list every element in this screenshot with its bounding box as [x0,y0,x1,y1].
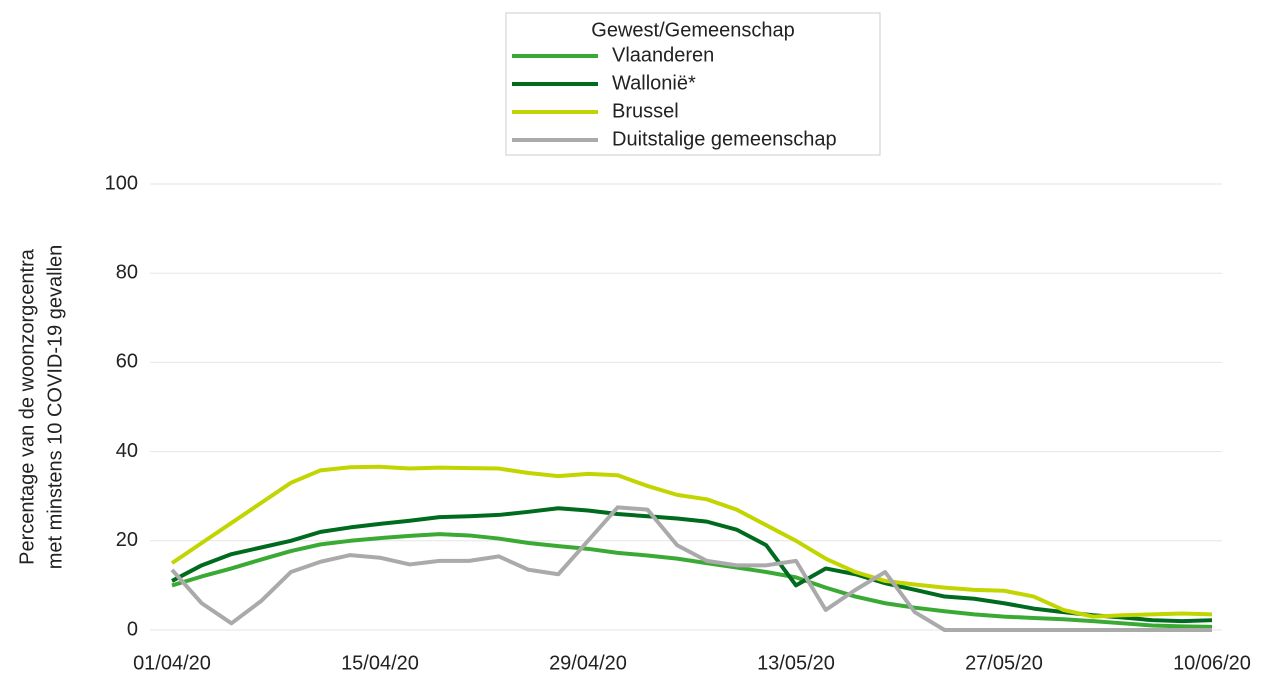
y-tick-label: 40 [116,440,138,462]
y-tick-label: 60 [116,351,138,373]
legend-label: Wallonië* [612,72,696,94]
x-tick-label: 15/04/20 [341,652,419,674]
y-axis-label: Percentage van de woonzorgcentra [16,248,38,565]
x-tick-label: 10/06/20 [1173,652,1251,674]
y-tick-label: 80 [116,261,138,283]
x-tick-label: 13/05/20 [757,652,835,674]
series-line [170,464,1213,619]
legend-label: Duitstalige gemeenschap [612,128,837,150]
series-line [170,505,1212,632]
series-line [171,532,1213,629]
x-tick-label: 29/04/20 [549,652,627,674]
y-axis-label: met minstens 10 COVID-19 gevallen [44,245,66,570]
legend-title: Gewest/Gemeenschap [591,19,794,41]
legend-label: Vlaanderen [612,44,714,66]
y-tick-label: 20 [116,529,138,551]
series-line [171,506,1213,624]
legend-label: Brussel [612,100,679,122]
y-tick-label: 100 [105,172,138,194]
y-tick-label: 0 [127,618,138,640]
x-tick-label: 27/05/20 [965,652,1043,674]
x-tick-label: 01/04/20 [133,652,211,674]
